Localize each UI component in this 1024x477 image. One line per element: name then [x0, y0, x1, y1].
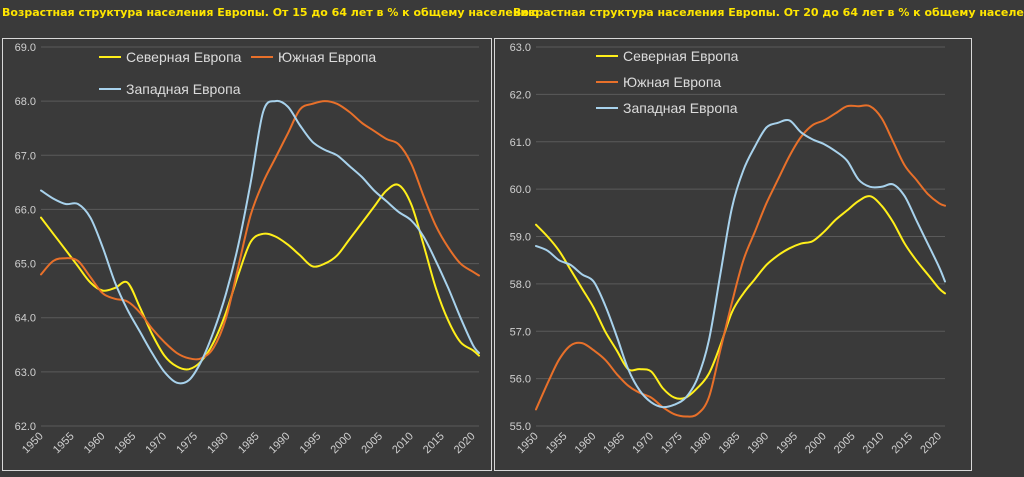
y-tick-label: 62.0 [15, 421, 36, 433]
y-tick-label: 58.0 [510, 279, 531, 291]
x-tick-label: 1965 [601, 430, 627, 456]
y-tick-label: 61.0 [510, 137, 531, 149]
x-tick-label: 1960 [573, 430, 599, 456]
x-tick-label: 1985 [236, 430, 262, 456]
y-tick-label: 67.0 [15, 150, 36, 162]
x-tick-label: 1980 [688, 430, 714, 456]
x-tick-label: 1955 [544, 430, 570, 456]
x-tick-label: 1990 [745, 430, 771, 456]
y-tick-label: 68.0 [15, 96, 36, 108]
x-tick-label: 1950 [515, 430, 541, 456]
x-tick-label: 1960 [82, 430, 108, 456]
x-tick-label: 1995 [298, 430, 324, 456]
y-tick-label: 59.0 [510, 232, 531, 244]
series-line [535, 118, 946, 409]
chart-2-title: Возрастная структура населения Европы. О… [513, 6, 1024, 19]
x-tick-label: 1970 [630, 430, 656, 456]
x-tick-label: 2020 [918, 430, 944, 456]
x-tick-label: 2000 [328, 430, 354, 456]
x-tick-label: 2005 [359, 430, 385, 456]
x-tick-label: 2020 [452, 430, 478, 456]
legend-label: Южная Европа [278, 49, 376, 65]
x-tick-label: 2005 [832, 430, 858, 456]
x-tick-label: 1975 [659, 430, 685, 456]
x-tick-label: 2015 [889, 430, 915, 456]
x-tick-label: 2010 [390, 430, 416, 456]
chart-2-panel: 55.0 56.0 57.0 58.0 59.0 60.0 61.0 62.0 63.0 1950… [494, 38, 972, 471]
x-tick-label: 1995 [774, 430, 800, 456]
x-tick-label: 1980 [205, 430, 231, 456]
y-tick-label: 55.0 [510, 421, 531, 433]
y-tick-label: 69.0 [15, 42, 36, 54]
x-tick-label: 1990 [267, 430, 293, 456]
x-tick-label: 2000 [803, 430, 829, 456]
x-tick-label: 1985 [717, 430, 743, 456]
x-tick-label: 2015 [421, 430, 447, 456]
series-line [40, 99, 480, 385]
x-tick-label: 2010 [861, 430, 887, 456]
legend-label: Западная Европа [126, 81, 241, 97]
y-tick-label: 56.0 [510, 374, 531, 386]
chart-2-plot: 55.0 56.0 57.0 58.0 59.0 60.0 61.0 62.0 63.0 1950… [510, 42, 946, 456]
y-tick-label: 64.0 [15, 313, 36, 325]
x-tick-label: 1955 [51, 430, 77, 456]
y-tick-label: 65.0 [15, 259, 36, 271]
legend-label: Западная Европа [623, 100, 738, 116]
series-line [40, 183, 480, 371]
y-tick-label: 63.0 [15, 367, 36, 379]
y-tick-label: 57.0 [510, 326, 531, 338]
y-tick-label: 63.0 [510, 42, 531, 54]
chart-1-title: Возрастная структура населения Европы. О… [2, 6, 539, 19]
series-line [535, 195, 946, 400]
legend-label: Северная Европа [126, 49, 242, 65]
legend-label: Северная Европа [623, 48, 739, 64]
chart-1-panel: 62.0 63.0 64.0 65.0 66.0 67.0 68.0 69.0 1950 1955… [2, 38, 492, 471]
y-tick-label: 66.0 [15, 204, 36, 216]
x-tick-label: 1950 [20, 430, 46, 456]
x-tick-label: 1970 [143, 430, 169, 456]
y-tick-label: 60.0 [510, 184, 531, 196]
x-tick-label: 1975 [174, 430, 200, 456]
series-line [40, 100, 480, 361]
chart-1-plot: 62.0 63.0 64.0 65.0 66.0 67.0 68.0 69.0 1950 1955… [15, 42, 480, 456]
x-tick-label: 1965 [113, 430, 139, 456]
y-tick-label: 62.0 [510, 89, 531, 101]
series-line [535, 104, 946, 418]
legend-label: Южная Европа [623, 74, 721, 90]
